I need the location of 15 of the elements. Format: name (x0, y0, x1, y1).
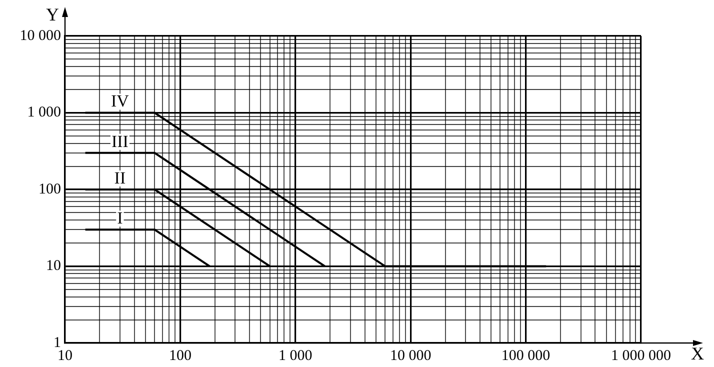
x-tick-label: 1 000 000 (611, 348, 671, 364)
series-label: I (117, 208, 124, 228)
y-tick-label: 10 000 (20, 28, 61, 44)
series-label: IV (110, 92, 130, 111)
y-tick-label: 1 000 (27, 104, 61, 121)
series-label: III (111, 132, 129, 151)
y-tick-label: 100 (38, 181, 61, 198)
x-tick-label: 100 (168, 348, 192, 364)
x-axis-title: X (691, 344, 704, 364)
y-tick-label: 10 (46, 258, 61, 274)
series-label: II (114, 168, 126, 188)
x-tick-label: 100 000 (501, 348, 550, 364)
x-tick-label: 10 000 (390, 348, 432, 364)
x-tick-label: 1 000 (278, 348, 312, 364)
y-axis-title: Y (46, 4, 59, 25)
